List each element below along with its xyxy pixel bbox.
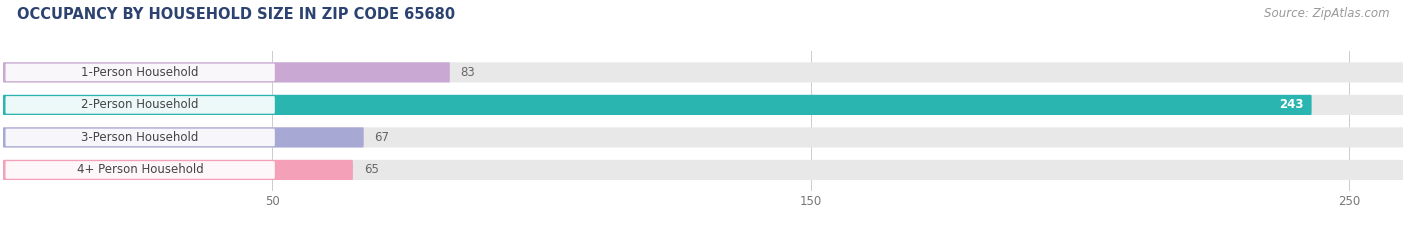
FancyBboxPatch shape [3, 95, 1403, 115]
FancyBboxPatch shape [3, 62, 450, 82]
FancyBboxPatch shape [3, 95, 1312, 115]
FancyBboxPatch shape [6, 129, 274, 146]
Text: 3-Person Household: 3-Person Household [82, 131, 198, 144]
Text: OCCUPANCY BY HOUSEHOLD SIZE IN ZIP CODE 65680: OCCUPANCY BY HOUSEHOLD SIZE IN ZIP CODE … [17, 7, 456, 22]
FancyBboxPatch shape [3, 62, 1403, 82]
Text: 1-Person Household: 1-Person Household [82, 66, 198, 79]
FancyBboxPatch shape [6, 96, 274, 114]
Text: 65: 65 [364, 163, 378, 176]
Text: 83: 83 [461, 66, 475, 79]
FancyBboxPatch shape [6, 161, 274, 179]
Text: 243: 243 [1279, 98, 1303, 111]
FancyBboxPatch shape [3, 160, 353, 180]
Text: 2-Person Household: 2-Person Household [82, 98, 198, 111]
FancyBboxPatch shape [6, 64, 274, 81]
FancyBboxPatch shape [3, 160, 1403, 180]
FancyBboxPatch shape [3, 127, 364, 147]
Text: 4+ Person Household: 4+ Person Household [77, 163, 204, 176]
FancyBboxPatch shape [3, 127, 1403, 147]
Text: 67: 67 [374, 131, 389, 144]
Text: Source: ZipAtlas.com: Source: ZipAtlas.com [1264, 7, 1389, 20]
